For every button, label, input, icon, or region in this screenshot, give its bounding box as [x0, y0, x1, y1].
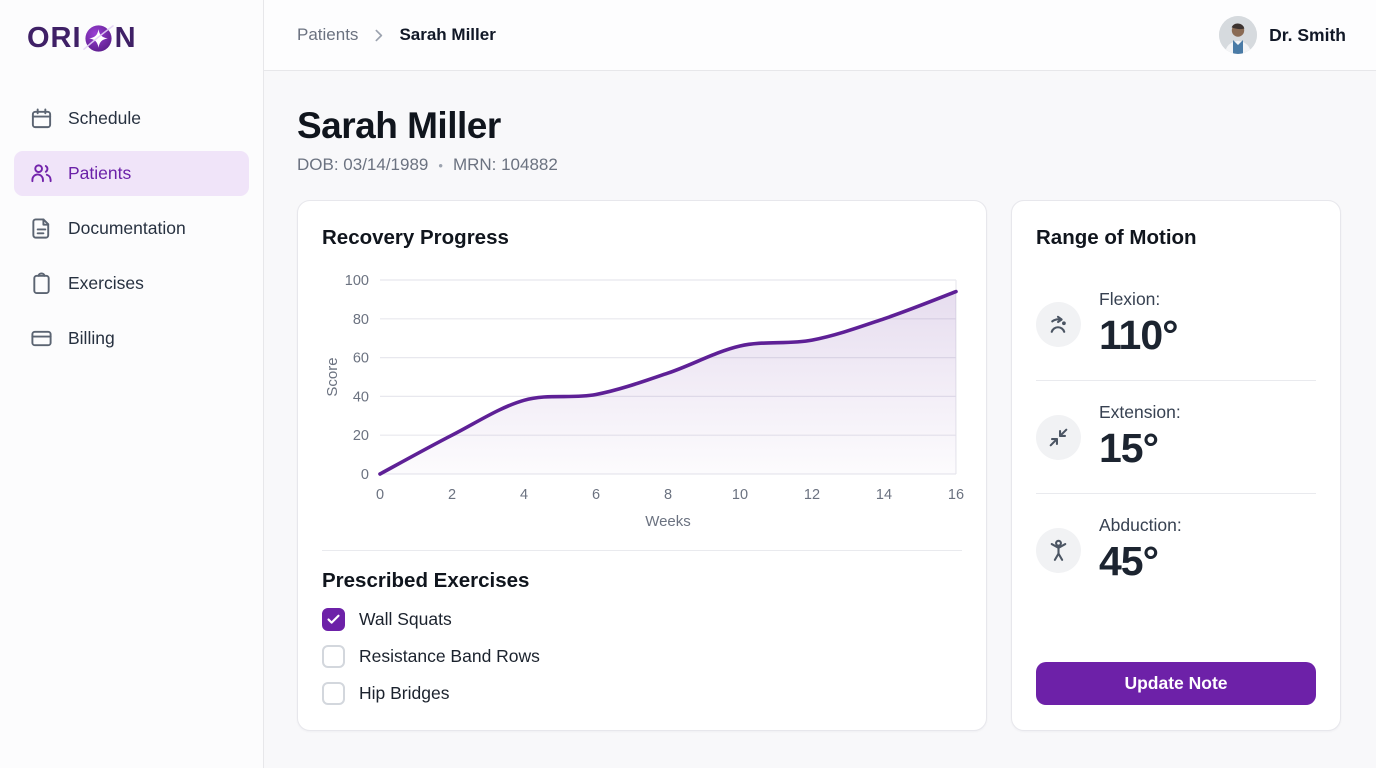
recovery-chart: 0 20 40 60 80 100 0 2 4 6 8 10 12 14 16 Weeks Score [324, 273, 964, 530]
metric-value: 110° [1099, 312, 1179, 358]
metric-extension: Extension: 15° [1036, 381, 1316, 493]
card-divider [322, 550, 962, 551]
metric-label: Abduction: [1099, 515, 1182, 535]
sidebar-nav: Schedule Patients Documentation Exercise… [14, 96, 249, 361]
svg-text:Score: Score [324, 357, 341, 396]
metric-divider [1036, 493, 1316, 494]
recovery-progress-card: Recovery Progress 0 20 40 60 80 100 0 2 4 6 8 10 12 1… [297, 200, 987, 731]
credit-card-icon [31, 330, 52, 347]
brand-text-pre: ORI [27, 21, 82, 54]
avatar [1219, 16, 1258, 54]
metric-label: Flexion: [1099, 289, 1161, 309]
sidebar-item-documentation[interactable]: Documentation [14, 206, 249, 251]
rom-card-title: Range of Motion [1036, 226, 1197, 249]
metric-value: 15° [1099, 425, 1159, 471]
brand-orb-icon [82, 24, 114, 52]
metric-divider [1036, 380, 1316, 381]
exercise-label: Hip Bridges [359, 683, 450, 703]
svg-text:2: 2 [448, 487, 456, 503]
svg-text:0: 0 [376, 487, 384, 503]
patient-page: Sarah Miller DOB: 03/14/1989 • MRN: 1048… [264, 71, 1376, 731]
svg-text:40: 40 [353, 389, 369, 405]
exercise-row-wall-squats[interactable]: Wall Squats [322, 608, 962, 631]
sidebar-item-label: Patients [68, 163, 132, 183]
svg-text:20: 20 [353, 428, 369, 444]
checkbox-hip-bridges[interactable] [322, 682, 345, 705]
exercise-list: Wall Squats Resistance Band Rows [322, 608, 962, 705]
check-icon [327, 614, 340, 624]
exercise-row-hip-bridges[interactable]: Hip Bridges [322, 682, 962, 705]
breadcrumb-patients-link[interactable]: Patients [297, 25, 359, 44]
sidebar-item-label: Exercises [68, 273, 144, 293]
patient-meta: DOB: 03/14/1989 • MRN: 104882 [297, 155, 1343, 175]
sidebar-item-label: Billing [68, 328, 115, 348]
metric-flexion: Flexion: 110° [1036, 268, 1316, 380]
breadcrumb-current: Sarah Miller [399, 25, 496, 44]
svg-text:8: 8 [664, 487, 672, 503]
sidebar-item-patients[interactable]: Patients [14, 151, 249, 196]
clipboard-icon [33, 272, 50, 295]
checkbox-wall-squats[interactable] [322, 608, 345, 631]
range-of-motion-card: Range of Motion Flexion: 11 [1011, 200, 1341, 731]
extension-icon [1036, 414, 1081, 460]
sidebar-item-schedule[interactable]: Schedule [14, 96, 249, 141]
svg-text:6: 6 [592, 487, 600, 503]
sidebar-item-label: Documentation [68, 218, 186, 238]
rom-metrics: Flexion: 110° [1036, 268, 1316, 606]
user-menu[interactable]: Dr. Smith [1219, 16, 1346, 54]
sidebar-item-exercises[interactable]: Exercises [14, 261, 249, 306]
exercises-title: Prescribed Exercises [322, 569, 530, 592]
chevron-right-icon [370, 27, 387, 44]
sidebar-item-billing[interactable]: Billing [14, 316, 249, 361]
flexion-icon [1036, 301, 1081, 347]
exercise-label: Wall Squats [359, 609, 452, 629]
update-note-button[interactable]: Update Note [1036, 662, 1316, 705]
svg-text:60: 60 [353, 351, 369, 367]
sidebar-item-label: Schedule [68, 108, 141, 128]
exercise-label: Resistance Band Rows [359, 646, 540, 666]
calendar-icon [31, 108, 52, 129]
brand-text-post: N [114, 21, 137, 54]
top-bar: Patients Sarah Miller Dr. Smith [264, 0, 1376, 71]
content-column: Patients Sarah Miller Dr. Smith [264, 0, 1376, 768]
svg-text:80: 80 [353, 312, 369, 328]
checkbox-resistance-band-rows[interactable] [322, 645, 345, 668]
recovery-card-title: Recovery Progress [322, 226, 509, 249]
svg-text:12: 12 [804, 487, 820, 503]
meta-separator: • [438, 157, 443, 173]
metric-value: 45° [1099, 538, 1159, 584]
svg-text:0: 0 [361, 467, 369, 483]
users-icon [31, 164, 52, 183]
exercise-row-resistance-band-rows[interactable]: Resistance Band Rows [322, 645, 962, 668]
recovery-chart-area: 0 20 40 60 80 100 0 2 4 6 8 10 12 14 16 Weeks Score [322, 266, 964, 534]
user-name: Dr. Smith [1269, 24, 1346, 45]
svg-text:16: 16 [948, 487, 964, 503]
file-text-icon [32, 218, 50, 239]
svg-text:14: 14 [876, 487, 892, 503]
brand-logo: ORI N [14, 18, 249, 58]
svg-text:Weeks: Weeks [645, 513, 691, 530]
abduction-icon [1036, 527, 1081, 573]
breadcrumb: Patients Sarah Miller [297, 25, 496, 45]
page-title: Sarah Miller [297, 105, 501, 146]
patient-mrn: MRN: 104882 [452, 155, 558, 174]
sidebar: ORI N Schedule [0, 0, 264, 768]
metric-label: Extension: [1099, 402, 1181, 422]
cards-row: Recovery Progress 0 20 40 60 80 100 0 2 4 6 8 10 12 1… [297, 200, 1343, 731]
patient-dob: DOB: 03/14/1989 [297, 155, 429, 174]
svg-text:10: 10 [732, 487, 748, 503]
svg-text:4: 4 [520, 487, 528, 503]
metric-abduction: Abduction: 45° [1036, 494, 1316, 606]
svg-text:100: 100 [345, 273, 369, 289]
